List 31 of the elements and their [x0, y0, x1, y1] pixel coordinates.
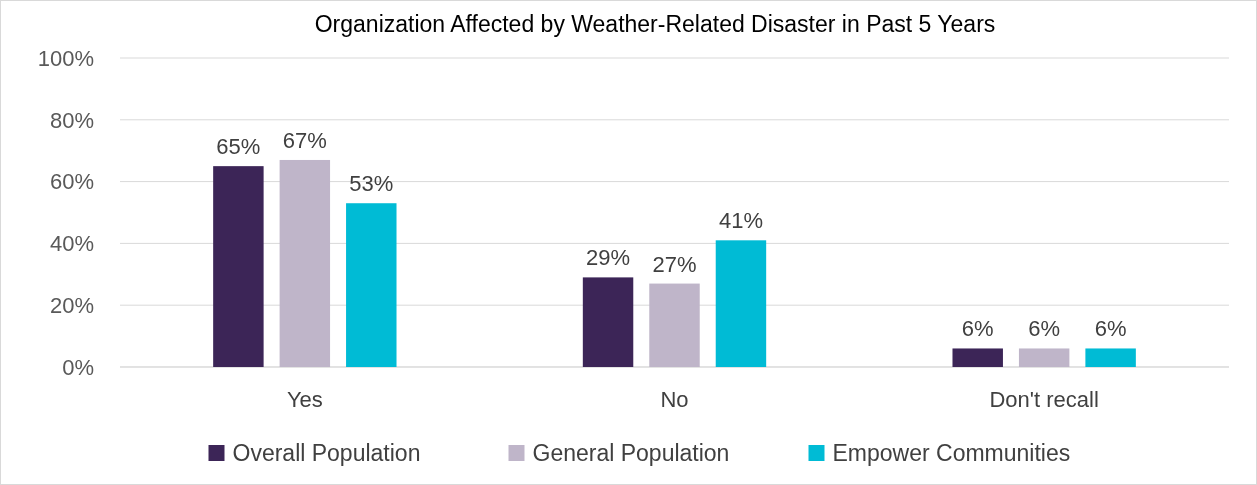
- y-tick-label: 60%: [49, 169, 94, 195]
- x-tick-label: Don't recall: [989, 387, 1099, 412]
- bar: [279, 159, 331, 367]
- y-tick-label: 0%: [62, 354, 94, 380]
- legend-label: General Population: [532, 440, 730, 467]
- data-label: 27%: [652, 251, 697, 277]
- chart-title: Organization Affected by Weather-Related Disaster in Past 5 Years: [314, 11, 996, 37]
- data-label: 6%: [961, 316, 994, 342]
- data-label: 67%: [282, 127, 327, 153]
- x-tick-label: No: [660, 387, 689, 412]
- data-label: 29%: [586, 245, 631, 271]
- bar: [649, 283, 700, 367]
- data-label: 65%: [216, 134, 261, 160]
- bar: [715, 240, 767, 367]
- bar: [213, 166, 264, 367]
- legend-label: Empower Communities: [832, 440, 1071, 467]
- x-tick-label: Yes: [286, 387, 323, 412]
- data-label: 41%: [718, 208, 763, 234]
- bar: [1085, 348, 1136, 367]
- y-tick-label: 20%: [49, 292, 94, 318]
- bar: [346, 203, 397, 367]
- y-tick-label: 100%: [37, 45, 94, 71]
- data-label: 6%: [1028, 316, 1061, 342]
- legend-label: Overall Population: [232, 440, 421, 467]
- bar: [1018, 348, 1070, 367]
- data-label: 6%: [1094, 316, 1127, 342]
- y-tick-label: 80%: [49, 107, 94, 133]
- bar: [582, 277, 634, 367]
- bar: [952, 348, 1003, 367]
- data-label: 53%: [349, 171, 394, 197]
- y-tick-label: 40%: [49, 231, 94, 257]
